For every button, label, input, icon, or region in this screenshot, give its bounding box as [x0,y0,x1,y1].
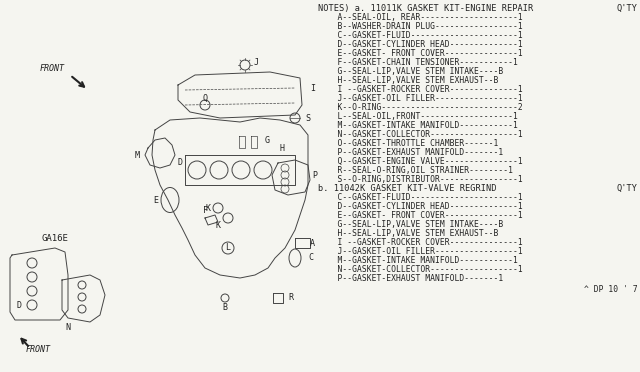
Text: D--GASKET-CYLINDER HEAD--------------1: D--GASKET-CYLINDER HEAD--------------1 [318,40,523,49]
Text: A: A [310,238,315,247]
Text: b. 11042K GASKET KIT-VALVE REGRIND: b. 11042K GASKET KIT-VALVE REGRIND [318,184,497,193]
Text: P--GASKET-EXHAUST MANIFOLD-------1: P--GASKET-EXHAUST MANIFOLD-------1 [318,274,503,283]
Text: B: B [223,302,227,311]
Text: S: S [305,113,310,122]
Text: F: F [202,205,207,215]
Text: H--SEAL-LIP,VALVE STEM EXHAUST--B: H--SEAL-LIP,VALVE STEM EXHAUST--B [318,76,499,85]
Text: N--GASKET-COLLECTOR------------------1: N--GASKET-COLLECTOR------------------1 [318,130,523,139]
Text: M--GASKET-INTAKE MANIFOLD-----------1: M--GASKET-INTAKE MANIFOLD-----------1 [318,121,518,130]
Text: R: R [288,294,293,302]
Text: FRONT: FRONT [26,346,51,355]
Text: Q'TY: Q'TY [617,184,638,193]
Text: Q--GASKET-ENGINE VALVE---------------1: Q--GASKET-ENGINE VALVE---------------1 [318,157,523,166]
Text: L--SEAL-OIL,FRONT-------------------1: L--SEAL-OIL,FRONT-------------------1 [318,112,518,121]
Text: N--GASKET-COLLECTOR------------------1: N--GASKET-COLLECTOR------------------1 [318,265,523,274]
Text: D--GASKET-CYLINDER HEAD--------------1: D--GASKET-CYLINDER HEAD--------------1 [318,202,523,211]
Text: L: L [225,244,230,253]
Text: P: P [312,170,317,180]
Text: C--GASKET-FLUID----------------------1: C--GASKET-FLUID----------------------1 [318,31,523,40]
Text: E--GASKET- FRONT COVER---------------1: E--GASKET- FRONT COVER---------------1 [318,49,523,58]
Text: Q: Q [202,93,207,103]
Text: N: N [65,324,70,333]
Text: P--GASKET-EXHAUST MANIFOLD-------1: P--GASKET-EXHAUST MANIFOLD-------1 [318,148,503,157]
Text: J: J [254,58,259,67]
Text: G--SEAL-LIP,VALVE STEM INTAKE----B: G--SEAL-LIP,VALVE STEM INTAKE----B [318,67,503,76]
Text: FRONT: FRONT [40,64,65,73]
Text: J--GASKET-OIL FILLER-----------------1: J--GASKET-OIL FILLER-----------------1 [318,94,523,103]
Text: A--SEAL-OIL, REAR--------------------1: A--SEAL-OIL, REAR--------------------1 [318,13,523,22]
Text: E--GASKET- FRONT COVER---------------1: E--GASKET- FRONT COVER---------------1 [318,211,523,220]
Text: B--WASHER-DRAIN PLUG-----------------1: B--WASHER-DRAIN PLUG-----------------1 [318,22,523,31]
Text: K: K [205,203,210,212]
Text: G: G [265,135,270,144]
Text: ^ DP 10 ' 7: ^ DP 10 ' 7 [584,285,638,294]
Text: D: D [16,301,21,310]
Text: GA16E: GA16E [42,234,68,243]
Text: C: C [308,253,313,263]
Text: D: D [178,157,183,167]
Text: I --GASKET-ROCKER COVER--------------1: I --GASKET-ROCKER COVER--------------1 [318,85,523,94]
Text: C--GASKET-FLUID----------------------1: C--GASKET-FLUID----------------------1 [318,193,523,202]
Text: H: H [280,144,285,153]
Text: E: E [153,196,158,205]
Text: G--SEAL-LIP,VALVE STEM INTAKE----B: G--SEAL-LIP,VALVE STEM INTAKE----B [318,220,503,229]
Text: K: K [215,221,220,230]
Text: J--GASKET-OIL FILLER-----------------1: J--GASKET-OIL FILLER-----------------1 [318,247,523,256]
Text: F--GASKET-CHAIN TENSIONER-----------1: F--GASKET-CHAIN TENSIONER-----------1 [318,58,518,67]
Text: NOTES) a. 11011K GASKET KIT-ENGINE REPAIR: NOTES) a. 11011K GASKET KIT-ENGINE REPAI… [318,4,533,13]
Text: K--O-RING----------------------------2: K--O-RING----------------------------2 [318,103,523,112]
Text: I --GASKET-ROCKER COVER--------------1: I --GASKET-ROCKER COVER--------------1 [318,238,523,247]
Text: Q'TY: Q'TY [617,4,638,13]
Text: I: I [310,83,315,93]
Text: M--GASKET-INTAKE MANIFOLD-----------1: M--GASKET-INTAKE MANIFOLD-----------1 [318,256,518,265]
Text: M: M [135,151,140,160]
Text: R--SEAL-O-RING,OIL STRAINER--------1: R--SEAL-O-RING,OIL STRAINER--------1 [318,166,513,175]
Text: H--SEAL-LIP,VALVE STEM EXHAUST--B: H--SEAL-LIP,VALVE STEM EXHAUST--B [318,229,499,238]
Text: O--GASKET-THROTTLE CHAMBER------1: O--GASKET-THROTTLE CHAMBER------1 [318,139,499,148]
Text: S--O-RING,DISTRIBUTOR----------------1: S--O-RING,DISTRIBUTOR----------------1 [318,175,523,184]
